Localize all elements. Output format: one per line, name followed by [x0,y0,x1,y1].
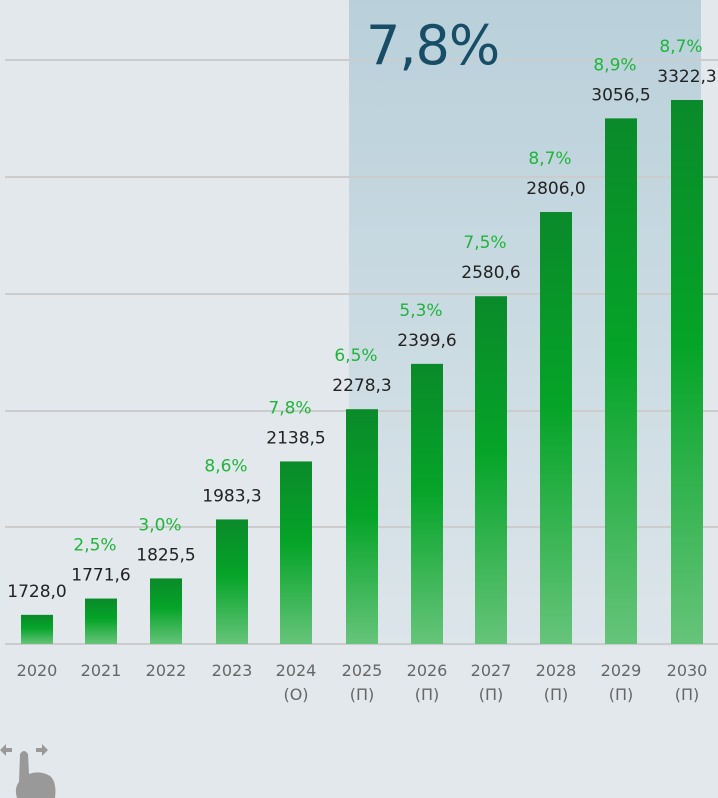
value-label: 2138,5 [266,428,325,448]
growth-label: 2,5% [73,536,116,556]
bar-2027 [475,296,507,644]
x-tick-note: (П) [609,685,634,704]
x-tick-label: 2027 [471,661,512,680]
value-label: 3056,5 [591,85,650,105]
x-tick-label: 2030 [667,661,708,680]
x-tick-label: 2024 [276,661,317,680]
x-tick-label: 2025 [342,661,383,680]
value-label: 3322,3 [657,67,716,87]
bar-2023 [216,519,248,644]
bar-2024 [280,461,312,644]
bar-2021 [85,598,117,644]
x-tick-label: 2028 [536,661,577,680]
x-tick-note: (П) [415,685,440,704]
x-tick-label: 2020 [17,661,58,680]
x-tick-label: 2022 [146,661,187,680]
bar-2022 [150,578,182,644]
x-tick-note: (П) [544,685,569,704]
bar-2030 [671,100,703,644]
value-label: 2278,3 [332,376,391,396]
x-tick-note: (О) [283,685,308,704]
value-label: 1983,3 [202,486,261,506]
x-tick-note: (П) [350,685,375,704]
bar-2029 [605,118,637,645]
bar-2026 [411,363,443,644]
growth-label: 5,3% [399,301,442,321]
value-label: 1825,5 [136,545,195,565]
value-label: 2806,0 [526,179,585,199]
growth-label: 8,7% [659,37,702,57]
growth-label: 3,0% [138,515,181,535]
x-tick-label: 2023 [212,661,253,680]
swipe-horizontal-icon [0,744,56,798]
growth-label: 6,5% [334,346,377,366]
bars [21,100,703,645]
x-tick-note: (П) [675,685,700,704]
value-label: 1771,6 [71,566,130,586]
forecast-highlight-band [349,0,701,646]
bar-2028 [540,211,572,645]
x-tick-label: 2029 [601,661,642,680]
growth-label: 8,7% [528,149,571,169]
growth-label: 8,9% [593,55,636,75]
value-label: 2399,6 [397,331,456,351]
value-label: 1728,0 [7,582,66,602]
x-tick-label: 2026 [407,661,448,680]
bar-2020 [21,614,53,644]
growth-label: 7,8% [268,398,311,418]
labels: 1728,0 2020 1771,6 2,5% 2021 1825,5 3,0% 2022 19… [7,37,716,704]
bar-2025 [346,409,378,644]
growth-label: 7,5% [463,233,506,253]
x-tick-note: (П) [479,685,504,704]
average-growth-headline: 7,8% [366,14,500,77]
x-tick-label: 2021 [81,661,122,680]
growth-label: 8,6% [204,456,247,476]
value-label: 2580,6 [461,263,520,283]
